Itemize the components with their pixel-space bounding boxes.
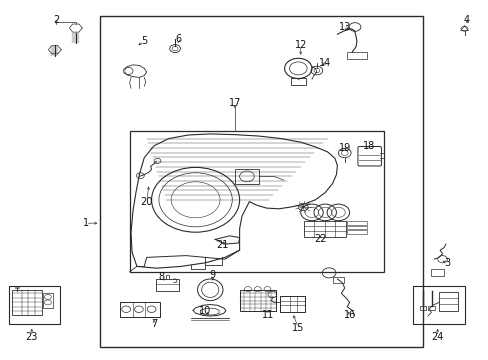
Text: 3: 3 bbox=[444, 258, 449, 268]
Text: 24: 24 bbox=[430, 332, 443, 342]
Text: 1: 1 bbox=[82, 218, 88, 228]
Text: 16: 16 bbox=[343, 310, 355, 320]
Bar bbox=[129, 131, 383, 272]
Bar bbox=[234, 169, 259, 184]
Bar bbox=[239, 290, 276, 311]
Text: 15: 15 bbox=[291, 323, 304, 333]
Bar bbox=[9, 286, 60, 324]
Text: 8: 8 bbox=[158, 272, 164, 282]
Text: 13: 13 bbox=[338, 22, 350, 32]
Text: 19: 19 bbox=[338, 143, 350, 153]
Text: 11: 11 bbox=[261, 310, 274, 320]
Text: 22: 22 bbox=[313, 234, 326, 244]
Bar bbox=[419, 306, 426, 310]
Bar bbox=[346, 226, 366, 229]
Bar bbox=[15, 287, 19, 288]
Text: 5: 5 bbox=[141, 36, 147, 46]
Bar bbox=[304, 221, 345, 237]
Bar bbox=[12, 290, 41, 315]
Bar bbox=[346, 221, 366, 225]
Text: 21: 21 bbox=[216, 240, 228, 250]
Bar bbox=[427, 306, 434, 310]
Bar bbox=[43, 293, 53, 308]
Bar bbox=[430, 269, 443, 276]
Polygon shape bbox=[215, 236, 239, 244]
Text: 9: 9 bbox=[209, 270, 215, 280]
Bar bbox=[346, 52, 366, 59]
Bar bbox=[333, 277, 344, 283]
Text: 18: 18 bbox=[362, 141, 375, 151]
Text: 20: 20 bbox=[140, 197, 153, 207]
Text: 7: 7 bbox=[151, 319, 157, 329]
Bar bbox=[290, 78, 305, 85]
Text: 4: 4 bbox=[463, 15, 469, 25]
Text: 14: 14 bbox=[318, 58, 331, 68]
Text: 23: 23 bbox=[25, 332, 38, 342]
Bar bbox=[412, 286, 464, 324]
Text: 10: 10 bbox=[199, 306, 211, 316]
Text: 12: 12 bbox=[294, 40, 306, 50]
Bar bbox=[120, 302, 160, 317]
Bar bbox=[438, 292, 457, 311]
Text: 17: 17 bbox=[228, 98, 241, 108]
Text: 2: 2 bbox=[53, 15, 59, 25]
Bar bbox=[100, 16, 422, 347]
Bar bbox=[155, 279, 179, 291]
Bar bbox=[346, 230, 366, 234]
Text: 6: 6 bbox=[175, 34, 181, 44]
Bar bbox=[279, 296, 305, 312]
